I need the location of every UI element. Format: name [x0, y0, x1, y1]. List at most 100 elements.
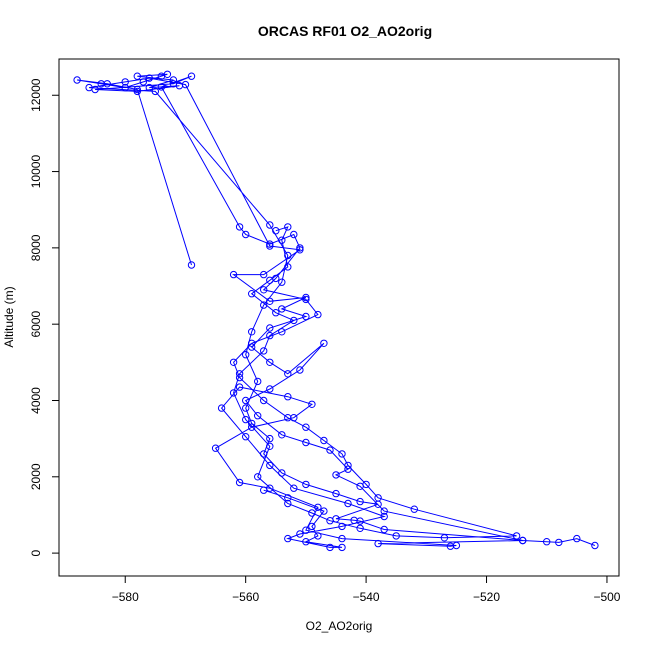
data-point	[284, 223, 292, 231]
data-point	[326, 543, 334, 552]
data-point	[302, 293, 310, 302]
data-point	[229, 358, 238, 366]
data-point	[302, 438, 310, 447]
data-point	[242, 433, 250, 441]
data-point	[512, 532, 521, 540]
data-point	[314, 532, 322, 540]
data-point	[260, 486, 268, 494]
data-point	[543, 538, 551, 546]
data-point	[133, 72, 142, 80]
data-point	[254, 377, 262, 386]
data-point	[278, 278, 286, 286]
chart-title: ORCAS RF01 O2_AO2orig	[258, 23, 432, 39]
data-point	[314, 503, 322, 511]
data-point	[314, 310, 322, 319]
data-point	[332, 471, 340, 479]
data-point	[308, 522, 316, 531]
data-point	[121, 78, 129, 86]
series-1	[85, 74, 599, 552]
data-point	[350, 516, 358, 524]
data-point	[139, 78, 148, 86]
x-axis-label: O2_AO2orig	[306, 619, 373, 633]
data-point	[169, 80, 178, 88]
data-point	[145, 83, 154, 92]
data-point	[374, 494, 382, 502]
y-tick-label: 6000	[29, 311, 43, 338]
y-tick-label: 4000	[29, 387, 43, 414]
data-point	[272, 309, 280, 317]
data-point	[302, 312, 310, 321]
y-tick-label: 8000	[29, 234, 43, 261]
data-point	[235, 373, 244, 382]
y-tick-label: 12000	[29, 78, 43, 112]
data-point	[519, 536, 527, 545]
data-point	[380, 525, 388, 534]
data-point	[362, 480, 370, 489]
data-point	[326, 517, 334, 525]
series-line	[77, 73, 517, 539]
data-point	[591, 541, 599, 550]
data-point	[266, 385, 274, 393]
data-point	[555, 538, 563, 547]
x-tick-label: −560	[232, 590, 259, 604]
data-point	[296, 366, 304, 374]
series-line	[89, 77, 596, 548]
data-point	[235, 478, 244, 487]
x-tick-label: −540	[353, 590, 380, 604]
data-point	[229, 389, 238, 397]
data-point	[320, 507, 328, 515]
data-point	[91, 85, 99, 94]
data-point	[235, 370, 244, 378]
data-point	[266, 240, 274, 248]
data-point	[278, 328, 286, 336]
data-point	[248, 328, 256, 336]
data-point	[254, 412, 262, 420]
data-point	[217, 404, 226, 412]
y-axis: 0 2000 4000 6000 8000 10000 12000	[29, 78, 60, 556]
y-tick-label: 10000	[29, 155, 43, 189]
data-point	[242, 404, 250, 412]
data-point	[338, 450, 346, 458]
data-point	[266, 221, 274, 229]
data-point	[266, 324, 274, 332]
data-point	[380, 507, 388, 515]
data-point	[296, 530, 304, 538]
data-point	[338, 522, 346, 531]
data-point	[242, 396, 250, 405]
data-point	[229, 270, 238, 279]
data-point	[290, 230, 298, 239]
data-point	[97, 80, 105, 88]
data-point	[211, 444, 220, 452]
data-point	[356, 524, 364, 532]
data-point	[332, 489, 340, 498]
data-point	[374, 539, 382, 548]
data-point	[266, 242, 274, 250]
data-point	[284, 494, 292, 502]
x-tick-label: −580	[112, 590, 139, 604]
data-point	[284, 263, 292, 271]
series-2	[73, 70, 521, 542]
data-point	[284, 370, 292, 378]
data-point	[266, 331, 274, 340]
data-point	[187, 261, 196, 269]
data-point	[260, 270, 268, 279]
data-point	[266, 297, 274, 305]
data-point	[284, 393, 292, 401]
data-point	[260, 286, 268, 294]
data-point	[242, 415, 250, 424]
data-point	[308, 400, 316, 408]
data-point	[302, 538, 310, 546]
data-point	[302, 526, 310, 534]
data-point	[278, 236, 286, 244]
y-tick-label: 2000	[29, 463, 43, 490]
data-point	[272, 227, 280, 235]
data-point	[320, 339, 328, 347]
data-point	[284, 414, 292, 422]
data-point	[242, 230, 250, 239]
data-point	[344, 499, 352, 508]
data-point	[573, 534, 581, 543]
data-point	[338, 534, 346, 543]
data-point	[308, 509, 316, 517]
data-point	[302, 423, 310, 431]
